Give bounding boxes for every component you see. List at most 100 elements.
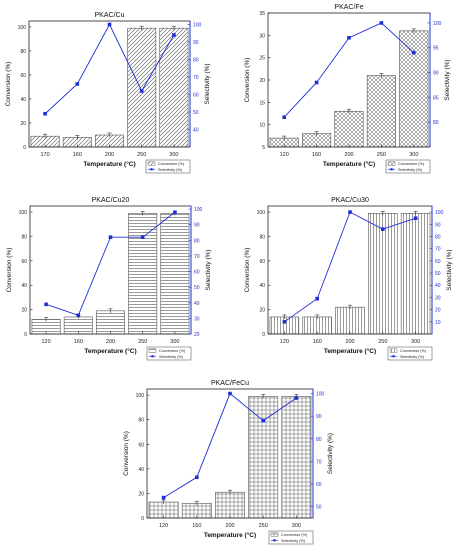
chart-title: PKAC/Cu20 — [92, 197, 130, 204]
x-tick-label: 300 — [170, 339, 179, 345]
selectivity-point — [76, 313, 81, 318]
right-y-axis-label: Selectivity (%) — [204, 63, 211, 104]
legend-bar-swatch — [389, 348, 398, 353]
right-tick-label: 85 — [433, 95, 439, 101]
x-tick-label: 300 — [169, 152, 178, 158]
legend-line-marker — [273, 539, 276, 542]
left-tick-label: 0 — [262, 332, 265, 338]
left-tick-label: 40 — [138, 467, 144, 473]
conversion-bar — [96, 310, 125, 335]
right-tick-label: 100 — [193, 23, 202, 29]
x-tick-label: 200 — [344, 152, 353, 158]
y-axis-label: Conversion (%) — [123, 431, 130, 476]
left-tick-label: 0 — [141, 516, 144, 522]
selectivity-point — [75, 82, 80, 86]
left-tick-label: 0 — [24, 332, 27, 338]
x-tick-label: 120 — [280, 339, 289, 345]
left-tick-label: 20 — [21, 308, 27, 314]
legend-selectivity-label: Selectivity (%) — [398, 168, 423, 172]
right-tick-label: 80 — [435, 234, 441, 240]
x-tick-label: 300 — [292, 523, 301, 529]
left-tick-label: 20 — [259, 308, 265, 314]
x-tick-label: 250 — [137, 152, 146, 158]
legend-line-marker — [392, 355, 395, 358]
selectivity-point — [412, 50, 416, 55]
left-tick-label: 0 — [23, 145, 26, 151]
conversion-bar — [368, 213, 398, 335]
legend-selectivity-label: Selectivity (%) — [400, 355, 425, 359]
left-tick-label: 60 — [21, 259, 27, 265]
x-tick-label: 160 — [192, 523, 201, 529]
x-tick-label: 250 — [378, 339, 387, 345]
x-tick-label: 120 — [159, 523, 168, 529]
selectivity-point — [108, 235, 113, 240]
conversion-bar — [127, 27, 157, 148]
right-tick-label: 100 — [433, 21, 442, 27]
right-tick-label: 60 — [194, 270, 200, 276]
y-axis-label: Conversion (%) — [244, 58, 251, 103]
legend-box — [268, 530, 314, 545]
right-tick-label: 100 — [435, 210, 444, 216]
right-tick-label: 40 — [435, 283, 441, 289]
legend-conversion-label: Conversion (%) — [159, 349, 186, 353]
right-tick-label: 10 — [435, 320, 441, 326]
conversion-bar — [335, 306, 365, 335]
conversion-bar — [215, 491, 245, 519]
conversion-bar — [366, 75, 396, 148]
legend-bar-swatch — [148, 348, 157, 353]
right-tick-label: 100 — [316, 392, 325, 398]
x-tick-label: 200 — [106, 339, 115, 345]
chart-panel-1: 0 20 40 60 80 100 40 50 60 70 80 90 100 170 160 200 250 3… — [5, 12, 211, 174]
legend-conversion-label: Conversion (%) — [281, 533, 308, 537]
y-axis-label: Conversion (%) — [244, 248, 251, 293]
left-tick-label: 80 — [20, 49, 26, 55]
legend-box — [385, 159, 431, 174]
left-tick-label: 35 — [259, 11, 265, 17]
selectivity-point — [161, 495, 166, 500]
selectivity-point — [43, 111, 47, 116]
legend-selectivity-label: Selectivity (%) — [281, 539, 306, 543]
x-tick-label: 160 — [313, 339, 322, 345]
conversion-bar — [400, 213, 431, 335]
chart-panel-3: 0 20 40 60 80 100 20 30 40 50 60 70 80 90 100 120 160 200… — [6, 197, 212, 361]
conversion-bar — [281, 396, 312, 519]
selectivity-point — [314, 80, 319, 85]
legend-box — [145, 159, 191, 174]
right-tick-label: 90 — [193, 40, 199, 46]
right-tick-label: 30 — [435, 295, 441, 301]
right-tick-label: 60 — [435, 259, 441, 265]
legend-line-marker — [390, 168, 393, 171]
legend-conversion-label: Conversion (%) — [158, 162, 185, 166]
right-y-axis-label: Selectivity (%) — [205, 249, 212, 290]
right-tick-label: 40 — [194, 301, 200, 307]
left-tick-label: 40 — [20, 97, 26, 103]
legend-bar-swatch — [387, 161, 396, 166]
left-tick-label: 60 — [138, 442, 144, 448]
x-tick-label: 160 — [73, 152, 82, 158]
right-tick-label: 50 — [194, 285, 200, 291]
left-tick-label: 5 — [262, 145, 265, 151]
legend-conversion-label: Conversion (%) — [400, 349, 427, 353]
chart-panel-4: 0 20 40 60 80 100 10 20 30 40 50 60 70 80 90 100 120 160 2… — [244, 197, 453, 361]
right-tick-label: 70 — [194, 254, 200, 260]
right-tick-label: 90 — [194, 223, 200, 229]
left-tick-label: 100 — [19, 210, 28, 216]
x-tick-label: 120 — [42, 339, 51, 345]
legend-line-marker — [151, 355, 154, 358]
conversion-bar — [334, 110, 364, 148]
conversion-bar — [160, 213, 190, 335]
selectivity-point — [282, 115, 286, 120]
x-tick-label: 160 — [312, 152, 321, 158]
left-tick-label: 100 — [257, 210, 266, 216]
left-tick-label: 20 — [20, 121, 26, 127]
legend-bar-swatch — [147, 161, 156, 166]
selectivity-point — [107, 22, 112, 27]
x-tick-label: 250 — [138, 339, 147, 345]
right-tick-label: 80 — [433, 120, 439, 126]
left-tick-label: 20 — [138, 491, 144, 497]
legend-selectivity-label: Selectivity (%) — [159, 355, 184, 359]
selectivity-point — [381, 227, 385, 231]
x-tick-label: 120 — [280, 152, 289, 158]
right-tick-label: 20 — [435, 308, 441, 314]
